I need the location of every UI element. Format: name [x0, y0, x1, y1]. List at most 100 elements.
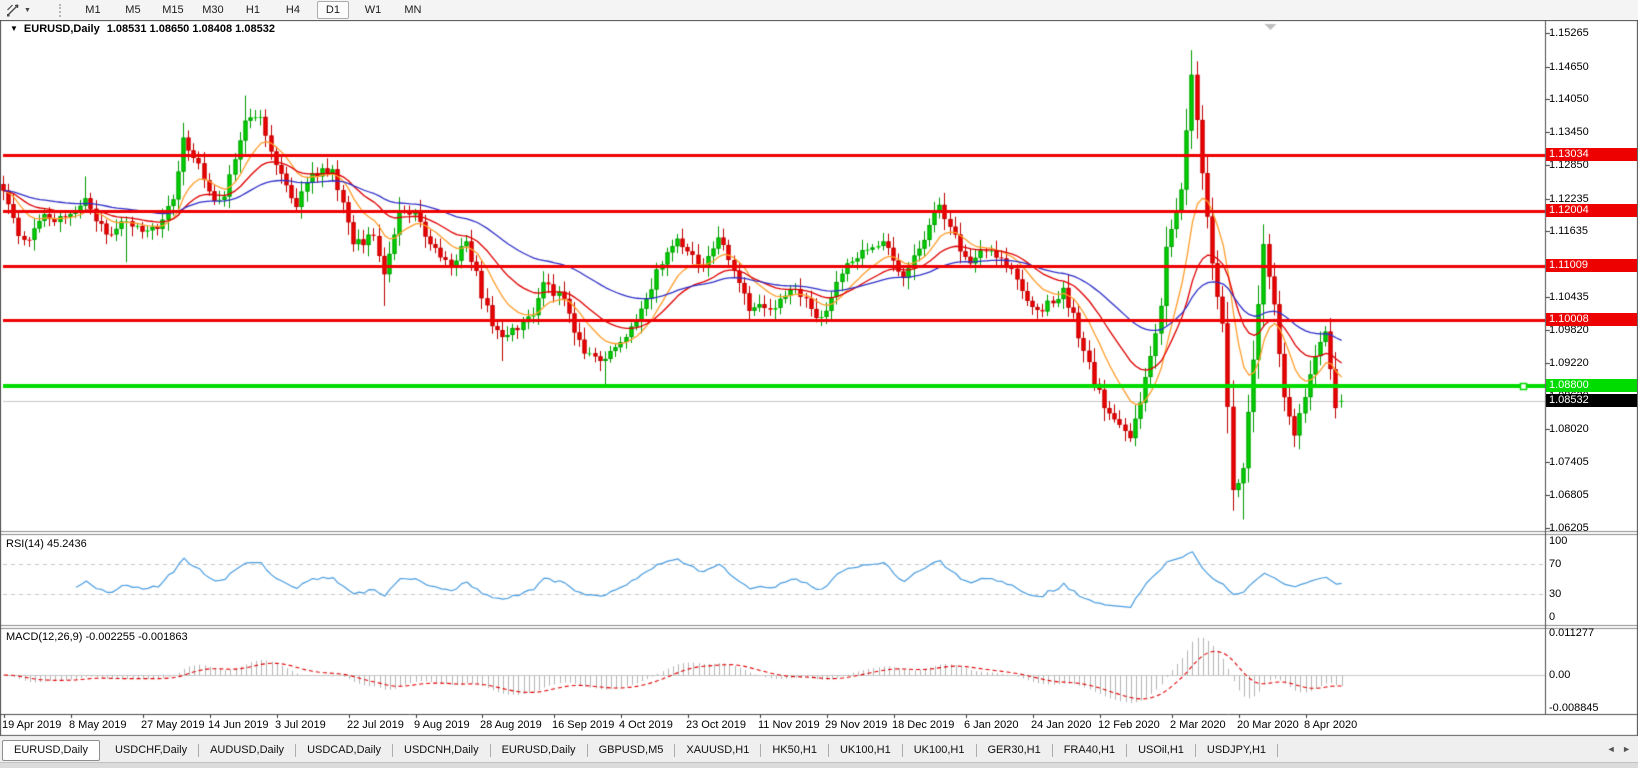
tab-separator — [392, 743, 394, 757]
date-axis-label: 29 Nov 2019 — [825, 719, 888, 731]
tab-separator — [1194, 743, 1196, 757]
tab-separator — [1277, 743, 1279, 757]
timeframe-buttons: M1 M5 M15 M30 H1 H4 D1 W1 MN — [73, 1, 433, 19]
chart-tab-hk50-h1[interactable]: HK50,H1 — [772, 744, 817, 756]
price-axis-label: 1.06805 — [1549, 489, 1589, 501]
timeframe-button-w1[interactable]: W1 — [364, 4, 382, 16]
date-axis-label: 8 May 2019 — [69, 719, 127, 731]
tab-separator — [827, 743, 829, 757]
timeframe-button-m5[interactable]: M5 — [125, 4, 141, 16]
tab-separator — [674, 743, 676, 757]
chart-tab-usdcad-daily[interactable]: USDCAD,Daily — [307, 744, 382, 756]
price-axis-label: 1.08020 — [1549, 423, 1589, 435]
chart-title-dropdown-icon[interactable]: ▼ — [10, 24, 18, 33]
current-price-badge: 1.08532 — [1546, 394, 1637, 407]
date-axis-label: 8 Apr 2020 — [1304, 719, 1358, 731]
toolbar-grip-handle[interactable] — [58, 3, 65, 17]
price-axis-label: 1.12235 — [1549, 193, 1589, 205]
timeframe-button-m15[interactable]: M15 — [162, 4, 184, 16]
price-line-badge: 1.12004 — [1546, 204, 1637, 217]
chart-tab-eurusd-daily[interactable]: EURUSD,Daily — [2, 739, 100, 761]
chart-window: ▼ EURUSD,Daily 1.08531 1.08650 1.08408 1.0… — [0, 20, 1638, 737]
chart-tab-uk100-h1[interactable]: UK100,H1 — [839, 744, 891, 756]
chart-tab-usoil-h1[interactable]: USOil,H1 — [1138, 744, 1184, 756]
date-axis-label: 28 Aug 2019 — [480, 719, 542, 731]
price-axis-label: 1.14650 — [1549, 61, 1589, 73]
tab-separator — [489, 743, 491, 757]
tab-separator — [198, 743, 200, 757]
price-axis-label: 1.09220 — [1549, 357, 1589, 369]
rsi-pane-label: RSI(14) 45.2436 — [6, 538, 87, 550]
price-line-badge: 1.13034 — [1546, 148, 1637, 161]
chart-tab-usdjpy-h1[interactable]: USDJPY,H1 — [1206, 744, 1267, 756]
drawing-tools-button[interactable]: ▼ — [4, 1, 33, 19]
price-axis-label: 1.13450 — [1549, 126, 1589, 138]
timeframe-button-h4[interactable]: H4 — [285, 4, 300, 16]
price-axis-label: 1.09820 — [1549, 324, 1589, 336]
price-axis-label: 1.10435 — [1549, 291, 1589, 303]
timeframe-button-mn[interactable]: MN — [404, 4, 422, 16]
price-axis-label: 1.15265 — [1549, 27, 1589, 39]
macd-axis-label: 0.011277 — [1549, 627, 1595, 639]
macd-axis-label: 0.00 — [1549, 669, 1571, 681]
price-axis-label: 1.06205 — [1549, 522, 1589, 534]
price-axis-label: 1.11635 — [1549, 225, 1588, 237]
tab-separator — [760, 743, 762, 757]
tab-scroll-right-icon[interactable]: ► — [1622, 744, 1633, 754]
timeframe-toolbar: ▼ M1 M5 M15 M30 H1 H4 D1 W1 MN — [0, 0, 1638, 21]
chart-tab-usdchf-daily[interactable]: USDCHF,Daily — [114, 744, 188, 756]
date-axis-label: 16 Sep 2019 — [552, 719, 615, 731]
timeframe-button-m30[interactable]: M30 — [202, 4, 224, 16]
date-axis-label: 2 Mar 2020 — [1170, 719, 1226, 731]
date-axis-label: 22 Jul 2019 — [347, 719, 404, 731]
tab-separator — [975, 743, 977, 757]
chart-title: ▼ EURUSD,Daily 1.08531 1.08650 1.08408 1.0… — [10, 23, 275, 35]
tab-scroll-left-icon[interactable]: ◄ — [1606, 744, 1618, 754]
date-axis-label: 4 Oct 2019 — [619, 719, 673, 731]
date-axis-label: 9 Aug 2019 — [414, 719, 470, 731]
price-axis-label: 1.12850 — [1549, 159, 1589, 171]
rsi-axis-label: 70 — [1549, 558, 1562, 570]
rsi-axis-label: 100 — [1549, 535, 1568, 547]
price-axis-label: 1.07405 — [1549, 456, 1589, 468]
chart-tab-fra40-h1[interactable]: FRA40,H1 — [1063, 744, 1116, 756]
tab-separator — [1051, 743, 1053, 757]
chart-tab-usdcnh-daily[interactable]: USDCNH,Daily — [404, 744, 479, 756]
drawing-tools-icon — [6, 3, 21, 17]
date-axis-label: 19 Apr 2019 — [2, 719, 62, 731]
chart-tabs: EURUSD,Daily USDCHF,Daily AUDUSD,Daily USDC… — [0, 737, 1638, 763]
tab-separator — [295, 743, 297, 757]
date-axis-label: 23 Oct 2019 — [686, 719, 746, 731]
date-axis-label: 18 Dec 2019 — [892, 719, 955, 731]
macd-axis-label: -0.008845 — [1549, 702, 1599, 714]
tab-separator — [586, 743, 588, 757]
date-axis-label: 3 Jul 2019 — [275, 719, 326, 731]
tabbar-bottom-strip — [0, 762, 1638, 768]
date-axis-label: 27 May 2019 — [141, 719, 205, 731]
timeframe-button-m1[interactable]: M1 — [85, 4, 101, 16]
tab-separator — [1126, 743, 1128, 757]
price-line-badge: 1.08800 — [1546, 379, 1637, 392]
chart-tab-audusd-daily[interactable]: AUDUSD,Daily — [210, 744, 285, 756]
date-axis-label: 20 Mar 2020 — [1237, 719, 1299, 731]
chart-tab-xauusd-h1[interactable]: XAUUSD,H1 — [686, 744, 750, 756]
rsi-axis-label: 30 — [1549, 588, 1562, 600]
chart-tab-uk100-h1[interactable]: UK100,H1 — [913, 744, 965, 756]
chart-tabbar: EURUSD,Daily USDCHF,Daily AUDUSD,Daily USDC… — [0, 737, 1638, 768]
timeframe-button-d1[interactable]: D1 — [316, 1, 349, 19]
chart-tab-ger30-h1[interactable]: GER30,H1 — [987, 744, 1041, 756]
rsi-axis-label: 0 — [1549, 611, 1556, 623]
tab-scroll-nav: ◄ ► — [1607, 744, 1633, 754]
price-line-badge: 1.10008 — [1546, 313, 1637, 326]
dropdown-caret-icon[interactable]: ▼ — [24, 6, 31, 14]
chart-tab-eurusd-daily[interactable]: EURUSD,Daily — [501, 744, 576, 756]
timeframe-button-h1[interactable]: H1 — [245, 4, 260, 16]
chart-title-symbol: EURUSD,Daily — [23, 23, 100, 35]
chart-tab-gbpusd-m5[interactable]: GBPUSD,M5 — [598, 744, 664, 756]
date-axis-label: 14 Jun 2019 — [208, 719, 269, 731]
price-line-badge: 1.11009 — [1546, 259, 1637, 272]
date-axis-label: 12 Feb 2020 — [1098, 719, 1160, 731]
chart-canvas[interactable] — [0, 20, 1638, 737]
date-axis-label: 6 Jan 2020 — [964, 719, 1019, 731]
